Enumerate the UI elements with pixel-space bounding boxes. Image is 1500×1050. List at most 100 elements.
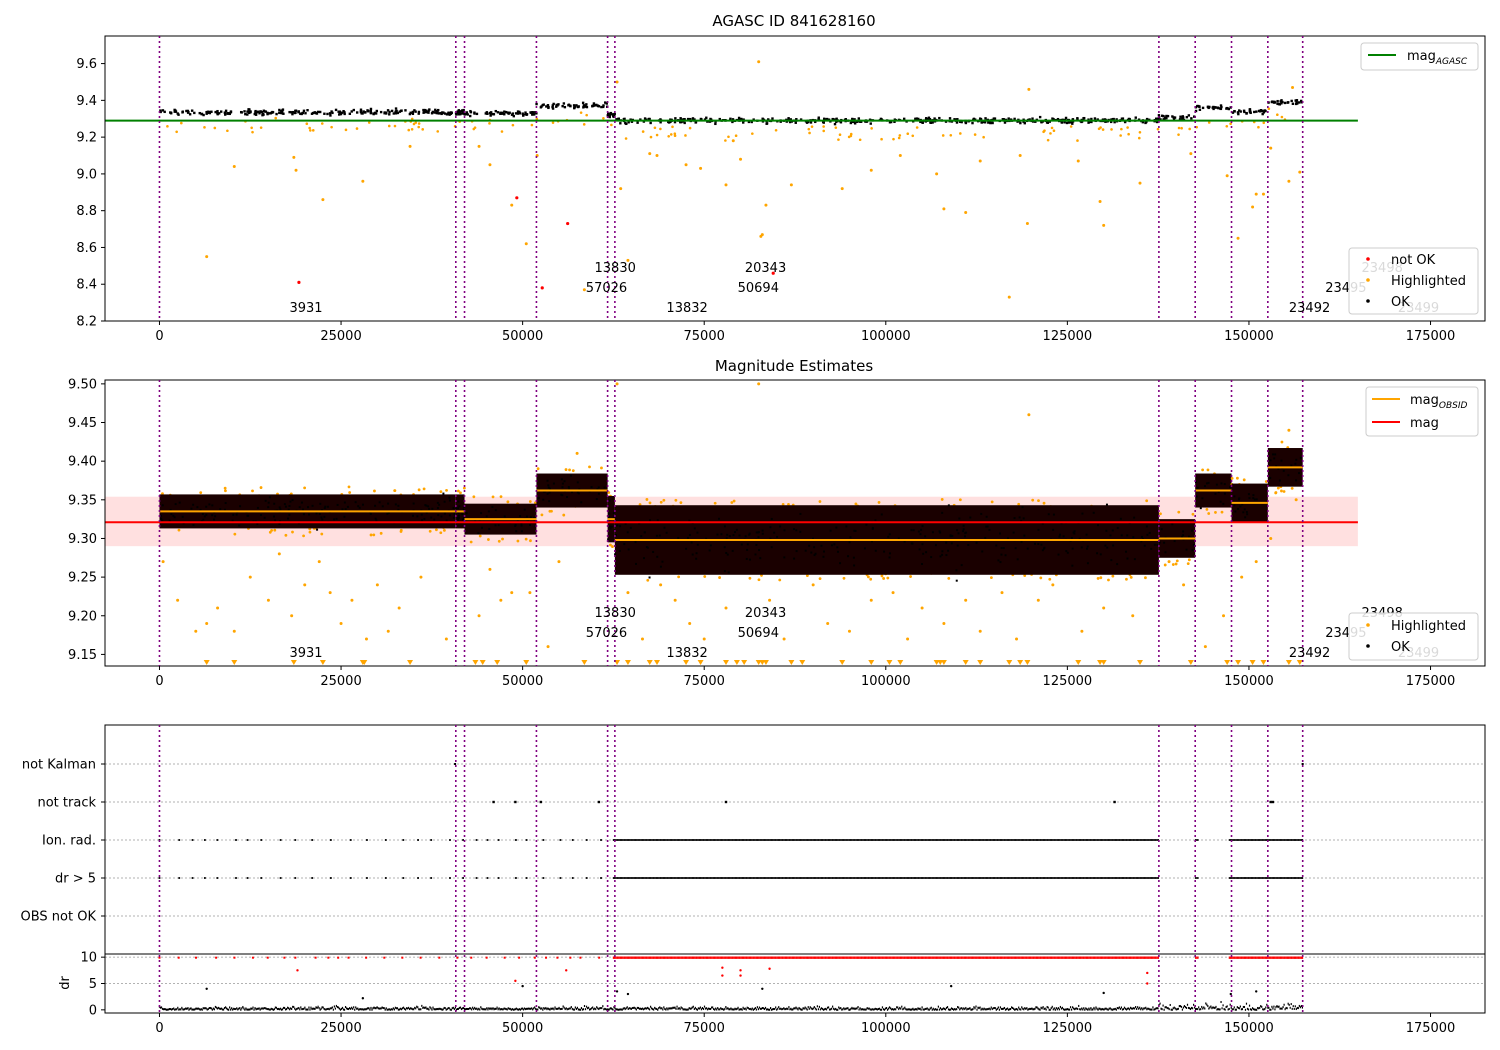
dr-high-point [797,956,799,959]
clipped-marker [868,660,875,665]
dr-gt5-point [1120,877,1122,879]
ok-point [488,527,491,530]
dr-high-point [1085,956,1087,959]
dr-gt5-point [1139,877,1141,879]
dr-high-point [925,956,927,959]
dr-gt5-point [774,877,776,879]
dr-point [642,1008,645,1011]
highlighted-point [435,528,438,532]
ion-rad-point [689,839,691,841]
dr-high-point [1235,956,1237,959]
dr-point [810,1007,812,1010]
highlighted-point [958,498,962,502]
ok-point [947,504,950,507]
dr-point [236,1007,238,1010]
dr-gt5-point [844,877,846,879]
dr-point [812,1007,814,1010]
ion-rad-point [758,839,760,841]
dr-high-point [883,956,885,959]
dr-gt5-point [1106,877,1108,879]
ok-point [756,531,759,534]
highlighted-point [1206,468,1210,472]
dr-point [683,1008,685,1011]
highlighted-outlier [194,629,198,633]
ok-point [360,112,363,115]
p2-obsid-label: 13832 [666,646,707,661]
ok-point [301,508,304,511]
ion-rad-point [617,839,619,841]
dr-point [714,1008,716,1011]
dr-point [661,1007,663,1010]
highlighted-outlier [546,645,550,649]
ok-point [615,118,618,121]
highlighted-outlier [1076,159,1080,163]
highlighted-outlier [510,591,514,595]
dr-high-point [266,956,269,959]
panel2-axes: 3931570261383013832506942034323492234952… [68,377,1455,689]
dr-point [478,1007,480,1010]
dr-gt5-point [889,877,891,879]
highlighted-point [203,126,206,129]
ok-point [1140,535,1143,538]
ok-point [246,514,249,517]
dr-point [355,1006,357,1009]
dr-high-point [976,956,978,959]
dr-gt5-point [978,877,981,879]
dr-high-point [177,956,180,959]
dr-point [1049,1008,1051,1011]
ok-point [1047,513,1050,516]
dr-point [265,1007,267,1010]
dr-gt5-point [899,877,902,879]
ion-rad-point [640,839,642,841]
dr-point [410,1007,412,1010]
ok-point [865,523,868,526]
dr-gt5-point [862,877,864,879]
dr-high-point [744,956,746,959]
dr-gt5-point [1124,877,1126,879]
clipped-marker [977,660,984,665]
dr-point [804,1006,806,1009]
highlighted-point [442,528,446,532]
dr-point [669,1007,671,1010]
dr-high-point [1291,956,1293,959]
ok-point [392,112,396,115]
highlighted-outlier [757,60,761,64]
dr-high-point [683,956,685,959]
ion-rad-point [1228,839,1230,841]
dr-gt5-point [1154,877,1156,879]
dr-point [938,1008,940,1011]
ion-rad-point [825,839,827,841]
highlighted-point [369,533,373,537]
dr-high-point [1264,956,1266,959]
ion-rad-point [1297,839,1299,841]
highlighted-point [684,134,687,137]
ok-point [699,117,703,121]
dr-point [311,1008,313,1011]
ok-point [504,110,508,114]
dr-high-point [947,956,949,959]
ion-rad-point [658,839,660,841]
highlighted-outlier [1182,583,1186,587]
dr-gt5-point [497,877,500,879]
dr-point [580,1007,583,1010]
highlighted-point [1177,133,1180,136]
dr-point [665,1008,667,1011]
ion-rad-point [833,839,835,841]
dr-point [960,1007,962,1010]
ok-point [1034,120,1037,123]
dr-gt5-point [1248,877,1250,879]
clipped-marker [723,660,729,665]
ok-point [572,104,576,107]
dr-point [489,1008,491,1011]
dr-point [278,1008,281,1011]
ion-rad-point [964,839,967,841]
dr-point [169,1007,171,1010]
highlighted-point [562,513,566,517]
dr-gt5-point [803,877,805,879]
dr-high-point [733,956,735,959]
highlighted-point [1023,574,1027,577]
ok-point [1252,494,1255,497]
highlighted-outlier [731,139,735,143]
dr-high-point [1271,956,1273,959]
dr-gt5-point [977,877,979,879]
